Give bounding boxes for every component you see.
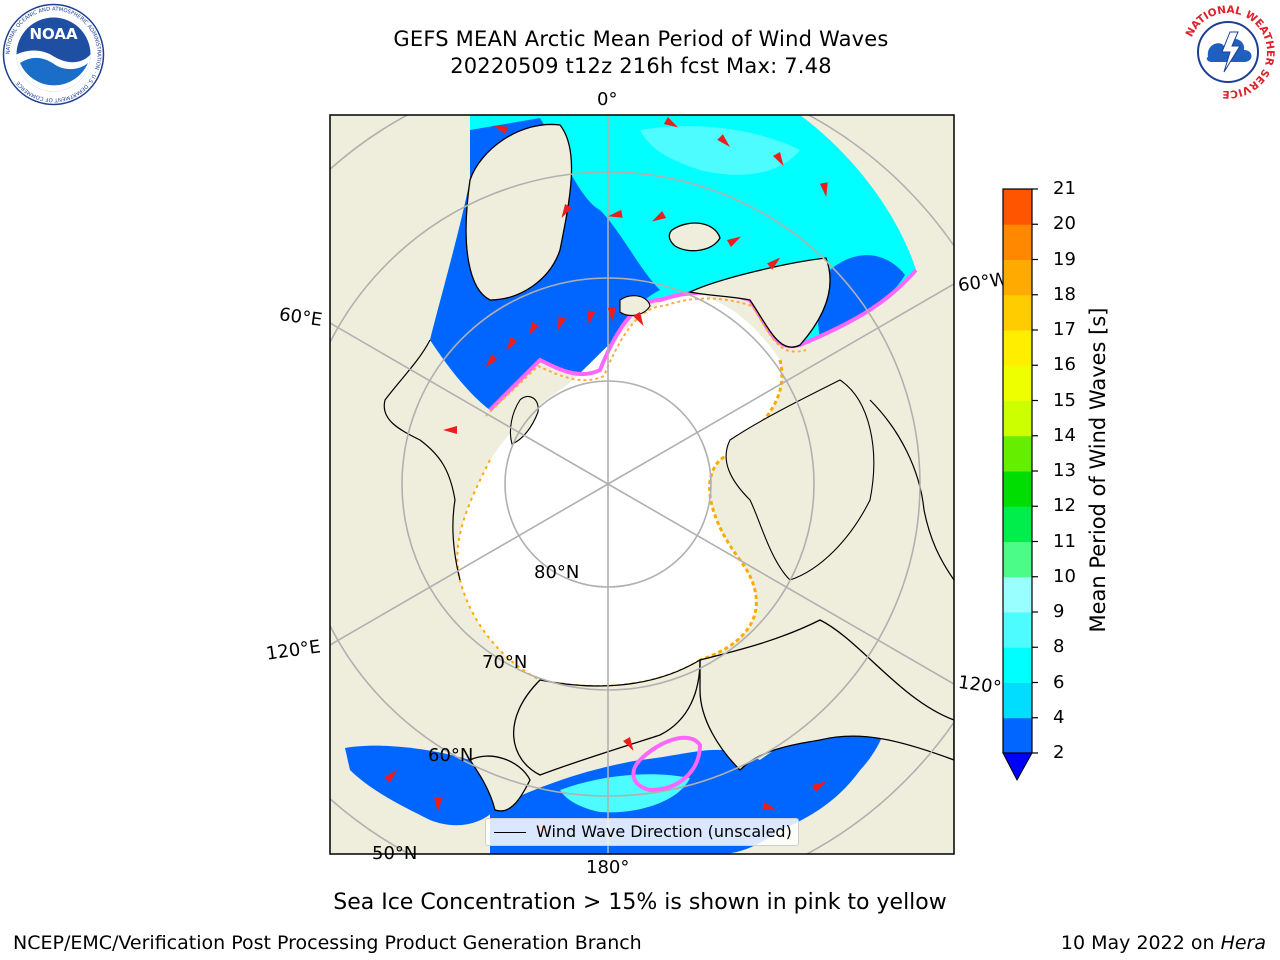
meridian-60w — [607, 283, 954, 485]
land-scandinavia — [465, 123, 573, 301]
ice-edge-bering — [631, 735, 703, 793]
wind-wave-arrow — [384, 770, 397, 783]
wind-wave-arrow — [773, 151, 784, 167]
graticule — [330, 115, 954, 854]
wind-wave-arrow — [434, 798, 442, 812]
wind-wave-arrow — [651, 211, 667, 222]
wind-wave-arrow — [608, 209, 623, 218]
legend-line-swatch — [494, 832, 526, 833]
land-svalbard — [619, 295, 651, 316]
meridian-60e — [330, 322, 609, 485]
wave-field-okhotsk — [345, 745, 497, 826]
colorbar-tick-label: 20 — [1053, 213, 1076, 235]
colorbar-tick-label: 10 — [1053, 565, 1076, 587]
wind-wave-arrow — [663, 117, 679, 128]
coastline-canada-east — [869, 399, 954, 581]
colorbar-tick-label: 19 — [1053, 248, 1076, 270]
ice-edge-atlantic — [488, 268, 918, 412]
footer-right: 10 May 2022 on Hera — [1061, 932, 1266, 954]
arctic-ocean — [457, 292, 782, 686]
wind-wave-arrow — [811, 781, 827, 792]
wind-wave-arrow — [767, 257, 781, 270]
wind-wave-arrow — [726, 236, 742, 247]
meridian-120e — [330, 483, 609, 646]
colorbar-title: Mean Period of Wind Waves [s] — [1086, 307, 1110, 633]
colorbar-tick-label: 15 — [1053, 389, 1076, 411]
colorbar-tick-label: 6 — [1053, 671, 1065, 693]
wind-wave-arrow — [485, 354, 498, 368]
wind-wave-arrow — [493, 125, 508, 135]
footer-date: 10 May 2022 on — [1060, 932, 1221, 954]
colorbar-tick-label: 14 — [1053, 424, 1076, 446]
wind-wave-arrow — [443, 426, 457, 434]
colorbar-tick-label: 17 — [1053, 319, 1076, 340]
wind-wave-arrow — [623, 736, 634, 752]
label-80n-parallel: 80°N — [534, 562, 580, 583]
colorbar-tick-label: 21 — [1053, 178, 1076, 199]
label-180-meridian: 180° — [586, 857, 630, 878]
colorbar-tick-label: 4 — [1053, 706, 1065, 728]
footer-machine: Hera — [1220, 932, 1266, 954]
wave-field-bering-light — [560, 774, 690, 813]
map-frame — [329, 114, 955, 855]
label-50n-parallel: 50°N — [372, 843, 418, 864]
noaa-logo-text: NOAA — [29, 25, 78, 43]
chart-title: GEFS MEAN Arctic Mean Period of Wind Wav… — [393, 27, 889, 51]
wave-field-light — [640, 126, 800, 175]
colorbar-tick-label: 16 — [1053, 354, 1076, 376]
wind-wave-arrow — [762, 801, 777, 811]
wave-field-pacific-ne — [760, 728, 885, 815]
wind-wave-arrow — [717, 134, 730, 147]
colorbar-tick-label: 8 — [1053, 636, 1065, 658]
label-70n-parallel: 70°N — [482, 652, 528, 673]
land-iceland — [668, 222, 721, 252]
footer-left: NCEP/EMC/Verification Post Processing Pr… — [13, 932, 642, 954]
ice-edge-canada — [699, 359, 784, 662]
wind-wave-arrow — [608, 308, 616, 322]
noaa-logo: NOAA NATIONAL OCEANIC AND ATMOSPHERIC AD… — [2, 3, 105, 106]
chart-subtitle: 20220509 t12z 216h fcst Max: 7.48 — [450, 54, 832, 78]
meridian-120w — [607, 483, 954, 685]
colorbar-tick-label: 12 — [1053, 495, 1076, 517]
colorbar-tick-label: 18 — [1053, 283, 1076, 305]
land-canadian-archipelago — [725, 379, 875, 581]
wind-wave-arrow — [561, 203, 572, 219]
label-60n-parallel: 60°N — [428, 745, 474, 766]
colorbar-tick-label: 13 — [1053, 460, 1076, 481]
land-chukotka — [513, 658, 701, 776]
wind-wave-arrow — [557, 316, 567, 331]
nws-logo: NATIONAL WEATHER SERVICE — [1178, 2, 1278, 102]
legend: Wind Wave Direction (unscaled) — [485, 818, 799, 846]
wind-wave-arrow — [528, 321, 539, 337]
label-0-meridian: 0° — [597, 89, 618, 110]
colorbar-tick-label: 9 — [1053, 601, 1065, 622]
wind-wave-arrow — [819, 182, 828, 197]
colorbar-tick-label: 2 — [1053, 742, 1065, 763]
coastline-eurasia — [383, 339, 461, 581]
colorbar-tick-label: 11 — [1053, 530, 1076, 552]
wind-wave-arrow — [587, 310, 596, 325]
wind-wave-arrow — [633, 311, 644, 327]
sea-ice-note: Sea Ice Concentration > 15% is shown in … — [333, 890, 947, 915]
legend-label: Wind Wave Direction (unscaled) — [536, 822, 792, 841]
wind-wave-arrow — [505, 336, 518, 351]
